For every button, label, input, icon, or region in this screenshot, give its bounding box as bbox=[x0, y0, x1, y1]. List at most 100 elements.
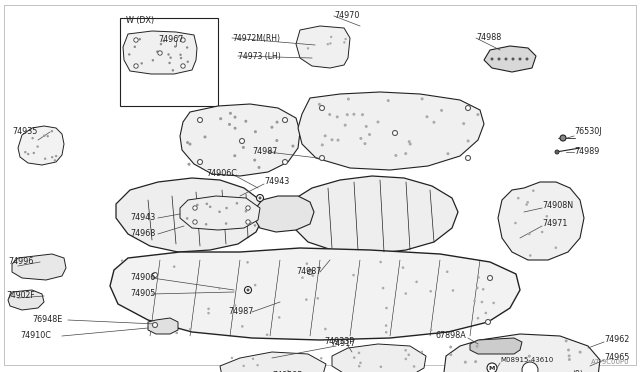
Circle shape bbox=[477, 276, 480, 279]
Circle shape bbox=[218, 211, 221, 213]
Text: 76530J: 76530J bbox=[574, 128, 602, 137]
Circle shape bbox=[408, 353, 410, 356]
Circle shape bbox=[244, 210, 247, 212]
Circle shape bbox=[525, 58, 529, 61]
Circle shape bbox=[526, 201, 529, 203]
Circle shape bbox=[482, 288, 484, 291]
Circle shape bbox=[186, 46, 188, 49]
Circle shape bbox=[404, 349, 407, 352]
Circle shape bbox=[152, 273, 157, 278]
Circle shape bbox=[430, 329, 433, 331]
Circle shape bbox=[209, 205, 211, 208]
Text: 74996: 74996 bbox=[8, 257, 33, 266]
Text: 74962: 74962 bbox=[604, 336, 629, 344]
Circle shape bbox=[518, 58, 522, 61]
Circle shape bbox=[266, 333, 268, 336]
Circle shape bbox=[134, 46, 136, 48]
Polygon shape bbox=[148, 318, 178, 334]
Circle shape bbox=[160, 43, 162, 45]
Circle shape bbox=[234, 304, 236, 307]
Circle shape bbox=[163, 40, 165, 42]
Polygon shape bbox=[332, 344, 426, 372]
Circle shape bbox=[27, 153, 29, 155]
Polygon shape bbox=[220, 352, 326, 372]
Circle shape bbox=[186, 61, 189, 63]
Circle shape bbox=[134, 38, 138, 42]
Circle shape bbox=[276, 121, 278, 124]
Text: 74968: 74968 bbox=[130, 230, 156, 238]
Circle shape bbox=[426, 115, 428, 118]
Circle shape bbox=[320, 357, 323, 359]
Text: 74989: 74989 bbox=[574, 148, 600, 157]
Circle shape bbox=[404, 292, 407, 295]
Circle shape bbox=[329, 42, 332, 45]
Circle shape bbox=[198, 160, 202, 164]
Circle shape bbox=[344, 38, 347, 40]
Circle shape bbox=[326, 43, 329, 45]
Circle shape bbox=[257, 364, 259, 366]
Circle shape bbox=[344, 124, 347, 126]
Circle shape bbox=[328, 113, 331, 116]
Circle shape bbox=[156, 51, 159, 53]
Circle shape bbox=[545, 215, 548, 218]
Circle shape bbox=[394, 154, 397, 157]
Text: M: M bbox=[489, 366, 495, 371]
Circle shape bbox=[244, 120, 247, 123]
Circle shape bbox=[152, 323, 157, 327]
Circle shape bbox=[44, 157, 46, 160]
Circle shape bbox=[467, 140, 470, 142]
Text: 74987: 74987 bbox=[296, 267, 321, 276]
Circle shape bbox=[477, 317, 479, 320]
Text: 74973 (LH): 74973 (LH) bbox=[238, 51, 281, 61]
Circle shape bbox=[413, 365, 415, 368]
Circle shape bbox=[55, 155, 58, 157]
Circle shape bbox=[511, 58, 515, 61]
Circle shape bbox=[497, 58, 500, 61]
Circle shape bbox=[241, 325, 244, 328]
Circle shape bbox=[305, 262, 308, 265]
Circle shape bbox=[420, 351, 423, 353]
Circle shape bbox=[218, 287, 221, 290]
Circle shape bbox=[229, 112, 232, 115]
Circle shape bbox=[360, 137, 362, 140]
Circle shape bbox=[492, 302, 495, 304]
Circle shape bbox=[504, 58, 508, 61]
Circle shape bbox=[465, 106, 470, 110]
Circle shape bbox=[525, 203, 528, 206]
Text: 74972M(RH): 74972M(RH) bbox=[232, 33, 280, 42]
Text: 74935: 74935 bbox=[12, 128, 37, 137]
Circle shape bbox=[324, 134, 326, 137]
Circle shape bbox=[259, 196, 262, 199]
Text: 74902F: 74902F bbox=[6, 292, 35, 301]
Polygon shape bbox=[180, 196, 260, 230]
Circle shape bbox=[180, 57, 182, 59]
Circle shape bbox=[282, 118, 287, 122]
Circle shape bbox=[474, 360, 477, 363]
Circle shape bbox=[186, 141, 189, 144]
Circle shape bbox=[486, 320, 490, 324]
Text: (9): (9) bbox=[572, 369, 583, 372]
Circle shape bbox=[337, 139, 340, 142]
Circle shape bbox=[579, 351, 582, 354]
Circle shape bbox=[257, 166, 260, 169]
Text: M08915-43610: M08915-43610 bbox=[500, 357, 553, 363]
Circle shape bbox=[24, 151, 26, 153]
Circle shape bbox=[319, 106, 324, 110]
Circle shape bbox=[440, 109, 443, 112]
Polygon shape bbox=[254, 196, 314, 232]
Circle shape bbox=[172, 69, 174, 71]
Circle shape bbox=[484, 312, 487, 314]
Circle shape bbox=[234, 127, 237, 130]
Circle shape bbox=[51, 156, 53, 158]
Text: 74943: 74943 bbox=[264, 177, 289, 186]
Circle shape bbox=[452, 289, 454, 292]
Circle shape bbox=[246, 261, 249, 264]
Polygon shape bbox=[470, 338, 522, 354]
Circle shape bbox=[365, 125, 368, 128]
Circle shape bbox=[204, 135, 207, 138]
Circle shape bbox=[273, 151, 276, 154]
Text: 74908N: 74908N bbox=[542, 202, 573, 211]
Circle shape bbox=[402, 266, 404, 269]
Circle shape bbox=[231, 357, 233, 359]
Circle shape bbox=[253, 224, 256, 227]
